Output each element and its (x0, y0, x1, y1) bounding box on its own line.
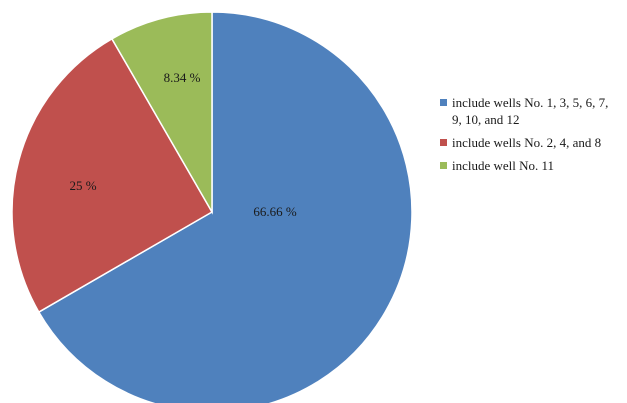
legend-label-1: include wells No. 1, 3, 5, 6, 7, 9, 10, … (452, 95, 609, 127)
legend-swatch-1 (440, 99, 447, 106)
pie-slice-2 (11, 37, 214, 314)
data-label-slice-3: 8.34 % (164, 70, 201, 85)
legend-item-2: include wells No. 2, 4, and 8 (440, 134, 620, 151)
pie-plot: 66.66 % 25 % 8.34 % (11, 11, 413, 403)
legend: include wells No. 1, 3, 5, 6, 7, 9, 10, … (440, 94, 620, 180)
data-label-slice-2: 25 % (69, 178, 96, 193)
legend-swatch-2 (440, 139, 447, 146)
legend-swatch-3 (440, 162, 447, 169)
pie-slice-3 (110, 11, 213, 215)
legend-label-3: include well No. 11 (452, 158, 555, 173)
legend-item-3: include well No. 11 (440, 157, 620, 174)
pie-slice-1 (37, 11, 413, 403)
legend-item-1: include wells No. 1, 3, 5, 6, 7, 9, 10, … (440, 94, 620, 128)
data-label-slice-1: 66.66 % (253, 204, 297, 219)
legend-label-2: include wells No. 2, 4, and 8 (452, 135, 602, 150)
